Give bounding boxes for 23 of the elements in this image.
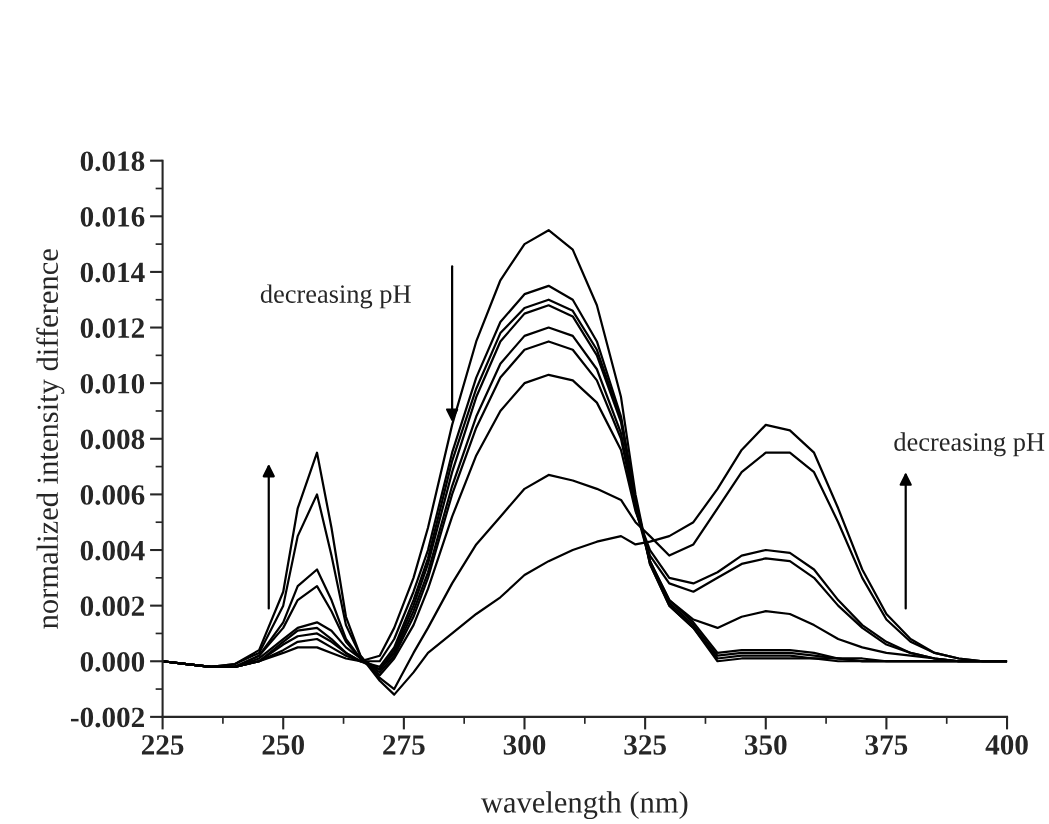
x-tick-label: 300 [503,735,546,755]
y-tick-label: 0.012 [80,318,144,339]
y-axis-title: normalized intensity difference [36,249,65,629]
y-tick-label: 0.004 [80,540,145,561]
y-tick-label: 0.018 [80,151,145,172]
y-tick-label: -0.002 [70,707,144,728]
x-tick-label: 325 [624,735,666,755]
y-tick-label: 0.006 [80,485,145,505]
annotation: decreasing pH [260,284,411,309]
y-tick-label: 0.016 [80,207,145,227]
x-tick-label: 375 [865,735,908,755]
x-tick-label: 400 [985,735,1028,755]
x-tick-label: 225 [141,735,184,755]
x-axis-title: wavelength (nm) [480,791,688,820]
x-tick-label: 350 [744,735,787,755]
y-tick-label: 0.010 [80,373,145,394]
x-tick-label: 250 [262,735,304,755]
y-tick-label: 0.008 [80,429,145,450]
y-tick-label: 0.000 [80,651,145,672]
y-tick-label: 0.014 [80,262,145,283]
annotation: decreasing pH [894,432,1045,457]
y-tick-label: 0.002 [80,596,144,617]
x-tick-label: 275 [383,735,425,755]
